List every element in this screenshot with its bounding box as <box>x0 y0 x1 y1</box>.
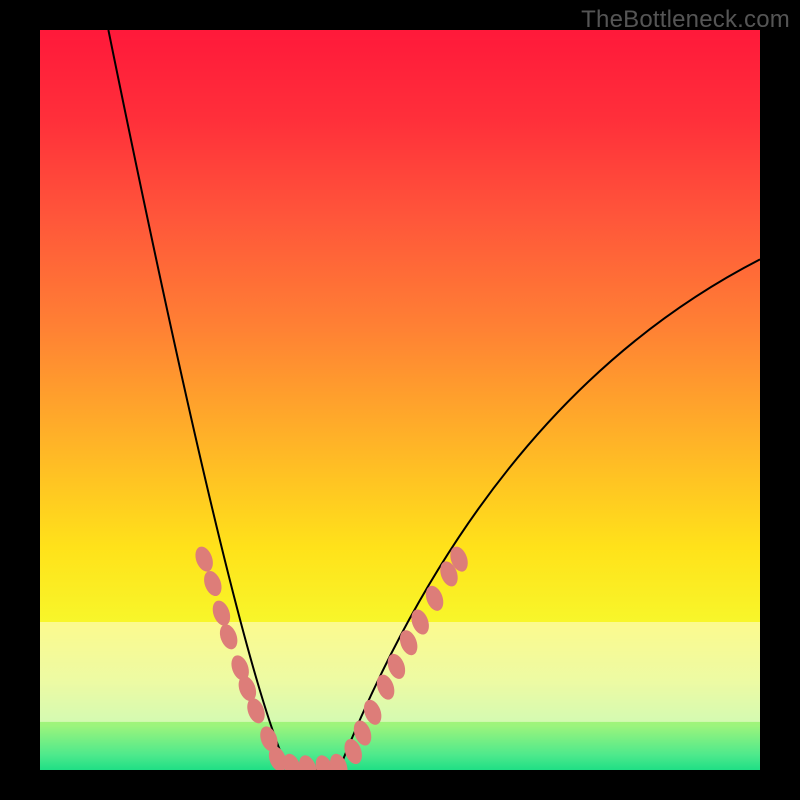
plot-area <box>40 30 760 783</box>
chart-svg <box>0 0 800 800</box>
chart-stage: TheBottleneck.com <box>0 0 800 800</box>
watermark-text: TheBottleneck.com <box>581 6 790 34</box>
